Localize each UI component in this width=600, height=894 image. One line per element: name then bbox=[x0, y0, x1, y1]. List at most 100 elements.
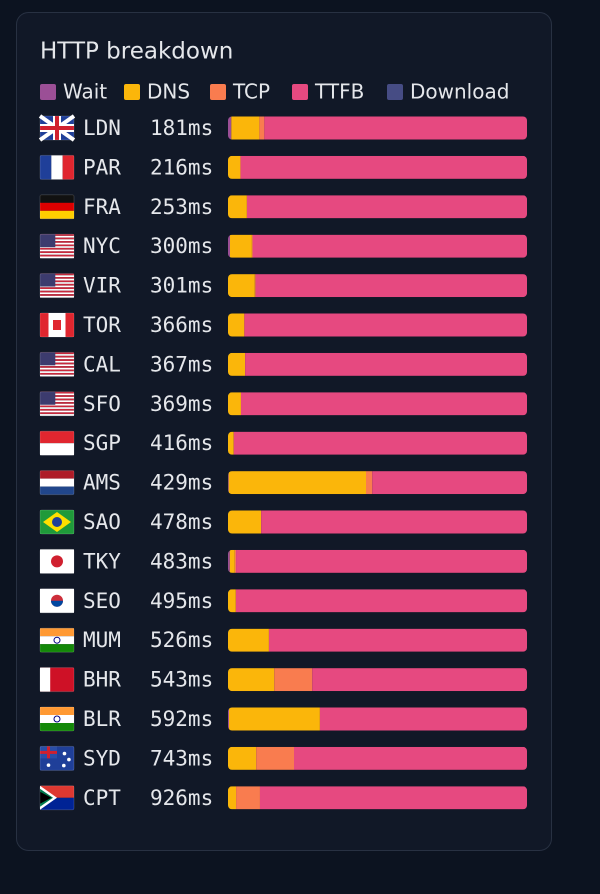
city-label: SFO bbox=[83, 392, 121, 416]
flag-border bbox=[39, 351, 75, 377]
bar-segment bbox=[236, 549, 527, 573]
flag-part bbox=[40, 202, 74, 211]
bar-segment bbox=[319, 707, 527, 731]
flag-border bbox=[39, 588, 75, 614]
bar-segment bbox=[228, 352, 246, 376]
flag-part bbox=[40, 393, 74, 396]
flag-part bbox=[40, 254, 74, 257]
flag bbox=[39, 233, 75, 259]
bar-segment bbox=[228, 746, 257, 770]
flag-border bbox=[39, 627, 75, 653]
flag-part bbox=[40, 400, 74, 403]
flag bbox=[39, 154, 75, 180]
flag-part bbox=[40, 237, 74, 240]
total-label: 300ms bbox=[150, 234, 213, 258]
flag-part bbox=[40, 405, 74, 408]
flag bbox=[39, 667, 75, 693]
bar-segment bbox=[228, 431, 234, 455]
flag-part bbox=[40, 750, 57, 754]
flag-part bbox=[40, 359, 74, 361]
flag-part bbox=[40, 277, 74, 279]
flag bbox=[39, 548, 75, 574]
total-label: 495ms bbox=[150, 589, 213, 613]
flag-part bbox=[40, 285, 74, 288]
city-label: FRA bbox=[83, 195, 121, 219]
bar-segment bbox=[233, 431, 527, 455]
flag-border bbox=[39, 548, 75, 574]
city-label: LDN bbox=[83, 116, 121, 140]
flag-border bbox=[39, 115, 75, 141]
flag-part bbox=[40, 362, 74, 365]
flag-part bbox=[40, 371, 74, 373]
flag-part bbox=[40, 294, 74, 296]
flag-border bbox=[39, 706, 75, 732]
flag-part bbox=[40, 234, 56, 248]
bar-segment bbox=[228, 471, 229, 495]
bar-segment bbox=[312, 668, 527, 692]
flag-part bbox=[40, 791, 52, 804]
city-label: BHR bbox=[83, 668, 121, 692]
flag bbox=[38, 114, 76, 142]
city-label: SYD bbox=[83, 746, 121, 770]
bar-segment bbox=[259, 786, 527, 810]
city-label: TKY bbox=[83, 549, 121, 573]
flag bbox=[39, 351, 75, 377]
flag-part bbox=[40, 282, 74, 284]
flag-border bbox=[39, 312, 75, 338]
flag-border bbox=[39, 273, 75, 299]
bar-segment bbox=[366, 471, 373, 495]
flag-part bbox=[40, 407, 74, 409]
flag-part bbox=[40, 715, 74, 723]
bar-segment bbox=[228, 549, 230, 573]
flag-part bbox=[67, 757, 71, 762]
flag-part bbox=[51, 600, 63, 607]
flag-part bbox=[40, 398, 74, 401]
flag-border bbox=[39, 667, 75, 693]
flag-border bbox=[39, 194, 75, 220]
bar-segment bbox=[255, 274, 527, 298]
total-label: 926ms bbox=[150, 786, 213, 810]
flag-part bbox=[40, 707, 74, 715]
flag-part bbox=[40, 431, 74, 444]
flag-part bbox=[40, 395, 74, 397]
city-label: CAL bbox=[83, 352, 121, 376]
bar-segment bbox=[228, 707, 230, 731]
flag-border bbox=[39, 391, 75, 417]
flag-part bbox=[40, 278, 74, 281]
flag-part bbox=[40, 360, 74, 363]
flag-part bbox=[40, 396, 74, 399]
flag-part bbox=[51, 555, 63, 568]
flag-border bbox=[39, 509, 75, 535]
bar-segment bbox=[240, 155, 527, 179]
flag-part bbox=[40, 391, 74, 394]
flag-part bbox=[40, 403, 74, 406]
flag bbox=[39, 391, 75, 417]
bar-segment bbox=[228, 195, 247, 219]
flag-part bbox=[40, 256, 74, 259]
bar-segment bbox=[229, 234, 252, 258]
flag-part bbox=[40, 644, 74, 653]
total-label: 483ms bbox=[150, 549, 213, 573]
flag bbox=[39, 509, 75, 535]
bar-segment bbox=[274, 668, 313, 692]
flag-part bbox=[40, 414, 74, 416]
bar-segment bbox=[231, 116, 260, 140]
flag bbox=[39, 430, 75, 456]
bar-segment bbox=[246, 195, 527, 219]
total-label: 526ms bbox=[150, 628, 213, 652]
flag-part bbox=[40, 194, 74, 203]
flag-part bbox=[51, 155, 63, 180]
bar-segment bbox=[254, 274, 256, 298]
flag bbox=[39, 312, 75, 338]
bar-segment bbox=[234, 549, 237, 573]
flag-part bbox=[40, 391, 56, 405]
city-label: SGP bbox=[83, 431, 121, 455]
bar-segment bbox=[259, 116, 265, 140]
bar-segment bbox=[228, 274, 255, 298]
flag-part bbox=[53, 320, 61, 330]
flag-part bbox=[40, 355, 74, 358]
total-label: 416ms bbox=[150, 431, 213, 455]
legend-label: Download bbox=[410, 80, 509, 104]
bar-segment bbox=[256, 746, 294, 770]
